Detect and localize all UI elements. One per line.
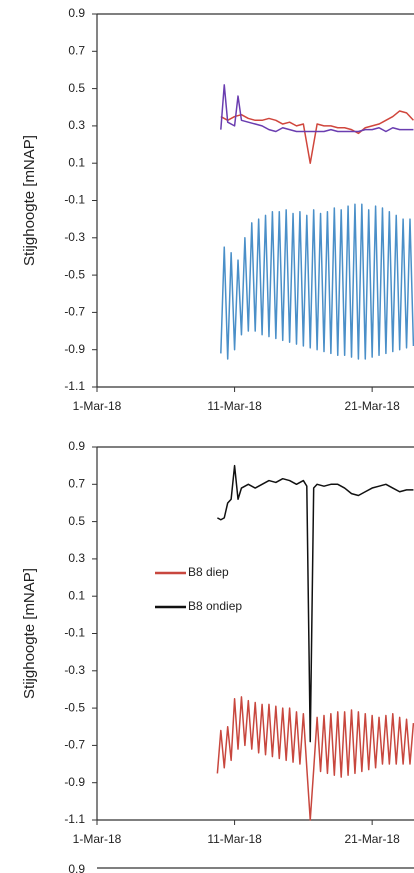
y-axis-label: Stijghoogte [mNAP] [21, 568, 38, 699]
y-tick-label: -0.7 [64, 738, 85, 752]
y-tick-label: 0.9 [68, 862, 85, 873]
data-line [220, 84, 414, 133]
data-line [217, 464, 414, 743]
y-tick-label: 0.3 [68, 118, 85, 132]
data-line [220, 203, 414, 360]
y-tick-label: 0.5 [68, 81, 85, 95]
y-tick-label: 0.7 [68, 476, 85, 490]
legend-label: B8 diep [188, 565, 229, 579]
y-tick-label: 0.9 [68, 439, 85, 453]
y-tick-label: 0.5 [68, 514, 85, 528]
x-tick-label: 11-Mar-18 [207, 832, 262, 846]
y-tick-label: -0.1 [64, 193, 85, 207]
y-tick-label: -0.5 [64, 700, 85, 714]
y-tick-label: -0.1 [64, 626, 85, 640]
data-line [220, 110, 414, 164]
y-axis-label: Stijghoogte [mNAP] [21, 135, 38, 266]
y-tick-label: -1.1 [64, 379, 85, 393]
legend-label: B8 ondiep [188, 599, 242, 613]
x-tick-label: 1-Mar-18 [73, 399, 122, 413]
y-tick-label: -0.3 [64, 230, 85, 244]
y-tick-label: -0.5 [64, 267, 85, 281]
y-tick-label: -0.3 [64, 663, 85, 677]
y-tick-label: 0.7 [68, 43, 85, 57]
y-tick-label: -0.7 [64, 305, 85, 319]
x-tick-label: 1-Mar-18 [73, 832, 122, 846]
y-tick-label: -0.9 [64, 775, 85, 789]
y-tick-label: 0.3 [68, 551, 85, 565]
y-tick-label: 0.1 [68, 155, 85, 169]
x-tick-label: 21-Mar-18 [344, 832, 400, 846]
data-line [216, 696, 414, 821]
y-tick-label: 0.9 [68, 6, 85, 20]
x-tick-label: 11-Mar-18 [207, 399, 262, 413]
y-tick-label: 0.1 [68, 588, 85, 602]
y-tick-label: -1.1 [64, 812, 85, 826]
x-tick-label: 21-Mar-18 [344, 399, 400, 413]
y-tick-label: -0.9 [64, 342, 85, 356]
